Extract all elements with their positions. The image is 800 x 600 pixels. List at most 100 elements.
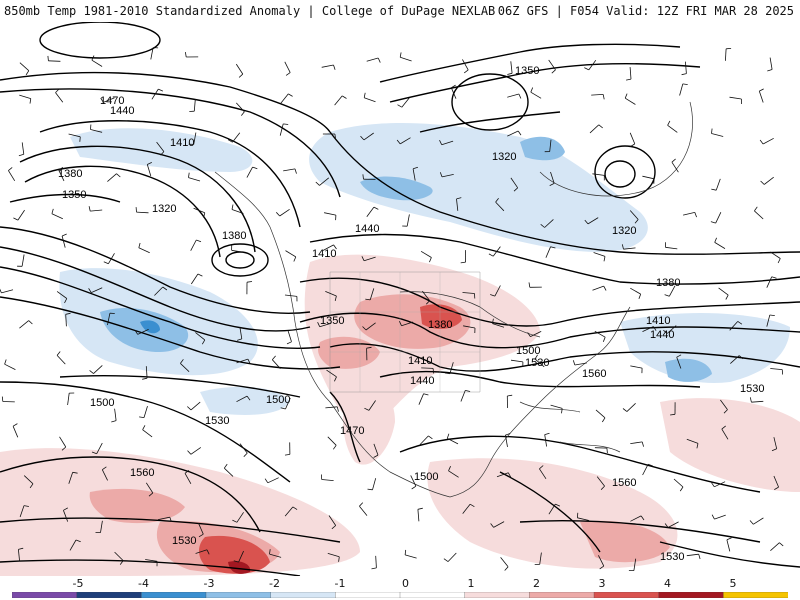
wind-barb-flag <box>61 446 67 451</box>
wind-barb <box>321 64 334 68</box>
wind-barb-flag <box>504 566 509 571</box>
wind-barb <box>4 363 16 370</box>
wind-barb-flag <box>621 244 624 250</box>
wind-barb <box>715 178 721 191</box>
wind-barb-flag <box>725 294 729 300</box>
wind-barb-flag <box>331 525 336 530</box>
wind-barb <box>667 521 679 528</box>
wind-barb-flag <box>138 242 141 248</box>
wind-barb-flag <box>726 537 732 541</box>
wind-barb-flag <box>759 88 764 92</box>
wind-barb-flag <box>197 273 203 277</box>
wind-barb <box>19 62 30 71</box>
neg-anomaly-gulf-alaska <box>70 128 253 172</box>
wind-barb-flag <box>641 441 644 447</box>
wind-barb <box>96 442 103 454</box>
wind-barb-flag <box>714 237 717 243</box>
wind-barb-flag <box>599 565 605 570</box>
wind-barb <box>184 473 192 484</box>
header: 850mb Temp 1981-2010 Standardized Anomal… <box>0 0 800 22</box>
wind-barb <box>721 428 729 440</box>
wind-barb <box>19 505 25 518</box>
wind-barb <box>406 214 410 227</box>
wind-barb <box>598 555 605 567</box>
wind-barb <box>56 355 66 365</box>
wind-barb-flag <box>664 523 669 528</box>
contour-label: 1320 <box>152 203 176 215</box>
wind-barb-flag <box>456 197 462 200</box>
pos-anomaly-mexico <box>343 381 395 465</box>
contour-label: 1440 <box>355 223 379 235</box>
colorbar-segment <box>141 592 207 598</box>
wind-barb-flag <box>540 223 545 228</box>
wind-barb-flag <box>292 506 298 510</box>
contour-label: 1410 <box>170 137 194 149</box>
wind-barb-flag <box>638 293 642 299</box>
colorbar-segment <box>270 592 336 598</box>
wind-barb <box>623 247 636 250</box>
wind-barb-flag <box>528 282 531 288</box>
wind-barb-flag <box>4 359 7 365</box>
contour-label: 1440 <box>410 375 434 387</box>
wind-barb-flag <box>492 318 494 324</box>
wind-barb-flag <box>139 416 145 418</box>
wind-barb-flag <box>65 312 71 315</box>
colorbar-segment <box>723 592 788 598</box>
wind-barb <box>539 468 547 480</box>
wind-barb-flag <box>360 135 365 141</box>
wind-barb-flag <box>283 123 289 125</box>
wind-barb-flag <box>603 256 606 262</box>
wind-barb-flag <box>622 408 628 412</box>
wind-barb <box>368 400 376 411</box>
wind-barb <box>193 132 197 145</box>
wind-barb <box>224 467 234 477</box>
wind-barb <box>59 436 67 448</box>
wind-barb-flag <box>517 130 522 136</box>
wind-barb-flag <box>64 298 68 304</box>
wind-barb-flag <box>465 390 471 392</box>
contour-label: 1410 <box>646 315 670 327</box>
wind-barb <box>283 168 296 172</box>
wind-barb-flag <box>584 67 589 71</box>
colorbar-tick-label: -5 <box>72 577 84 590</box>
wind-barb-flag <box>293 256 297 262</box>
contour-label: 1380 <box>656 277 680 289</box>
wind-barb <box>93 365 103 374</box>
wind-barb <box>629 132 636 145</box>
wind-barb <box>714 242 726 249</box>
wind-barb <box>326 369 337 378</box>
wind-barb-flag <box>606 448 608 454</box>
wind-barb-flag <box>227 139 233 143</box>
wind-barb-flag <box>371 567 377 570</box>
wind-barb-flag <box>439 172 443 178</box>
wind-barb-flag <box>428 435 433 440</box>
wind-barb-flag <box>365 298 371 301</box>
wind-barb-flag <box>600 485 605 490</box>
colorbar-segment <box>12 592 78 598</box>
wind-barb-flag <box>373 454 379 458</box>
neg-anomaly-southeast <box>200 386 290 415</box>
wind-barb <box>231 249 244 253</box>
wind-barb <box>766 314 771 327</box>
pos-anomaly-south-peak <box>228 561 251 574</box>
wind-barb-flag <box>240 111 245 116</box>
contour-label: 1350 <box>62 189 86 201</box>
wind-barb <box>544 434 547 447</box>
wind-barb <box>420 250 432 258</box>
wind-barb-flag <box>91 451 97 455</box>
anomaly-map[interactable]: 1470 1440 1410 1380 1350 1320 1380 1410 … <box>0 22 800 576</box>
wind-barb <box>495 201 505 212</box>
wind-barb-flag <box>774 486 779 490</box>
wind-barb-flag <box>247 358 251 364</box>
wind-barb <box>770 542 780 551</box>
wind-barb-flag <box>396 139 401 145</box>
wind-barb <box>364 97 376 103</box>
wind-barb <box>400 56 412 62</box>
wind-barb <box>51 213 63 220</box>
wind-barb-flag <box>23 505 29 507</box>
wind-barb-flag <box>549 183 555 186</box>
wind-barb <box>156 141 165 152</box>
wind-barb <box>19 320 29 329</box>
wind-barb-flag <box>111 420 117 423</box>
wind-barb <box>18 549 20 562</box>
